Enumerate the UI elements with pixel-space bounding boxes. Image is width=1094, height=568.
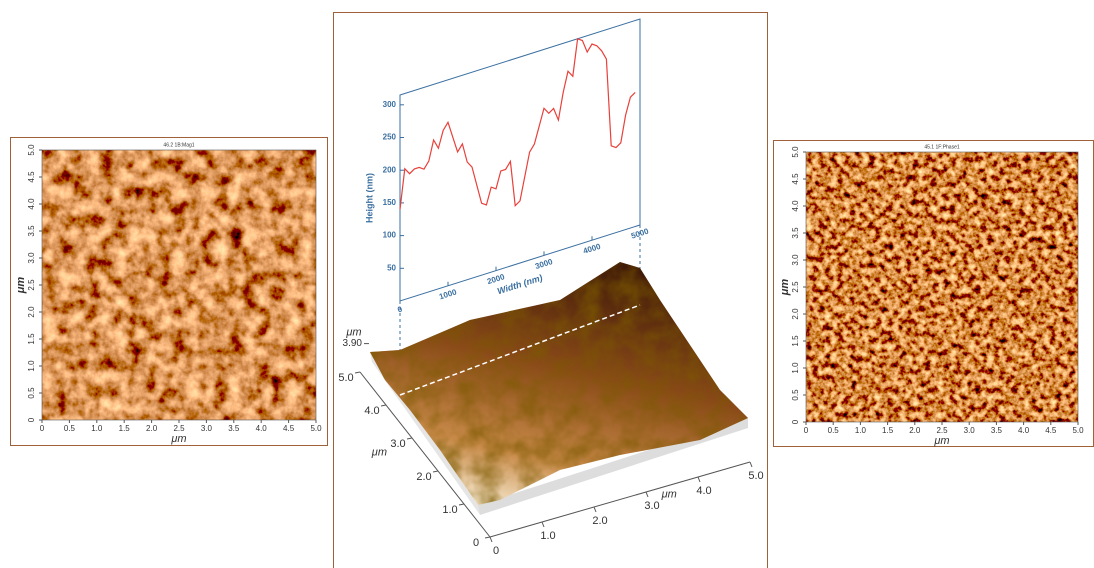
x-tick-label: 0 (804, 426, 809, 435)
x-tick-label: 0.5 (64, 424, 76, 433)
x-tick-label: 4000 (582, 242, 602, 256)
y-tick-label: 3.5 (791, 227, 800, 239)
image-title: 46.2 1B:Mag1 (163, 142, 194, 148)
x-tick (542, 522, 544, 527)
y-tick-label: 1.0 (791, 362, 800, 374)
y-axis-label: μm (779, 279, 791, 297)
x-tick-label: 3.5 (228, 424, 240, 433)
x-tick-label: 1000 (438, 287, 458, 301)
x-tick-label: 2.0 (146, 424, 158, 433)
y-tick-label: 2.0 (416, 471, 431, 483)
x-tick-label: 5.0 (748, 470, 763, 482)
y-tick-label: 250 (383, 133, 397, 142)
x-tick-label: 1.0 (855, 426, 867, 435)
y-tick-label: 0 (791, 419, 800, 424)
x-tick-label: 3.0 (201, 424, 213, 433)
y-tick-label: 3.0 (791, 254, 800, 266)
y-tick-label: 0.5 (791, 389, 800, 401)
y-tick-label: 100 (383, 231, 397, 240)
x-tick-label: 4.5 (1045, 426, 1057, 435)
y-tick-label: 2.0 (27, 306, 36, 318)
x-tick-label: 1.0 (91, 424, 103, 433)
x-tick-label: 3.0 (644, 500, 659, 512)
x-tick-label: 5.0 (1072, 426, 1084, 435)
y-tick-label: 5.0 (338, 372, 353, 384)
x-tick-label: 3000 (534, 257, 554, 271)
y-tick-label: 200 (383, 165, 397, 174)
x-axis-label: μm (170, 433, 186, 445)
y-tick-label: 300 (383, 100, 397, 109)
x-axis-label: μm (933, 435, 949, 447)
y-tick-label: 0 (27, 417, 36, 422)
y-axis-label: Height (nm) (364, 173, 374, 223)
afm-image (42, 150, 316, 420)
x-tick-label: 4.0 (1018, 426, 1030, 435)
x-tick (698, 477, 700, 482)
x-tick-label: 2.0 (592, 515, 607, 527)
x-tick-label: 2.0 (909, 426, 921, 435)
y-tick-label: 2.5 (791, 281, 800, 293)
y-tick-label: 4.0 (791, 200, 800, 212)
y-tick (433, 471, 438, 472)
z-tick-label: 3.90 (343, 338, 363, 349)
x-tick-label: 0 (493, 545, 499, 557)
x-tick-label: 3.0 (964, 426, 976, 435)
y-tick-label: 4.5 (27, 171, 36, 183)
surface-texture (370, 262, 748, 505)
x-tick-label: 1.0 (540, 530, 555, 542)
y-tick-label: 3.0 (390, 438, 405, 450)
x-tick (594, 507, 596, 512)
y-tick (407, 438, 412, 439)
y-axis-label: μm (15, 277, 27, 295)
x-tick-label: 2.5 (936, 426, 948, 435)
y-tick-label: 0.5 (27, 387, 36, 399)
y-tick (485, 537, 490, 538)
y-tick-label: 5.0 (791, 146, 800, 158)
y-tick-label: 2.5 (27, 279, 36, 291)
image-title: 45.1 1F:Phase1 (924, 144, 960, 150)
y-tick (355, 372, 360, 373)
y-tick-label: 3.5 (27, 225, 36, 237)
x-tick-label: 2.5 (173, 424, 185, 433)
y-tick-label: 150 (383, 198, 397, 207)
z-axis-label: μm (345, 327, 361, 339)
y-tick (381, 405, 386, 406)
x-tick-label: 1.5 (882, 426, 894, 435)
y-tick-label: 1.5 (791, 335, 800, 347)
x-tick-label: 0.5 (828, 426, 840, 435)
y-tick-label: 50 (387, 263, 396, 272)
x-tick-label: 4.0 (256, 424, 268, 433)
profile-line (400, 39, 635, 210)
x-tick-label: 5.0 (310, 424, 322, 433)
x-tick-label: 1.5 (119, 424, 131, 433)
x-tick (490, 537, 492, 542)
x-tick-label: 3.5 (991, 426, 1003, 435)
y-axis-label: μm (371, 447, 387, 459)
x-tick-label: 0 (40, 424, 45, 433)
x-tick (646, 492, 648, 497)
x-tick (750, 462, 752, 467)
afm-image (806, 152, 1078, 422)
plot-frame (400, 19, 640, 301)
y-tick-label: 5.0 (27, 144, 36, 156)
x-axis-label: μm (661, 488, 677, 500)
y-tick-label: 1.0 (27, 360, 36, 372)
figure: 46.2 1B:Mag1 0 0.5 1.0 1.5 2.0 2.5 3.0 3.5 4.0 4.5… (0, 0, 1094, 568)
x-tick-label: 4.0 (696, 485, 711, 497)
chart-layer: 46.2 1B:Mag1 0 0.5 1.0 1.5 2.0 2.5 3.0 3.5 4.0 4.5… (15, 19, 1084, 557)
x-tick-label: 4.5 (283, 424, 295, 433)
y-tick-label: 1.5 (27, 333, 36, 345)
y-tick-label: 0 (473, 537, 479, 549)
y-tick-label: 2.0 (791, 308, 800, 320)
y-tick-label: 1.0 (442, 504, 457, 516)
y-tick-label: 4.0 (27, 198, 36, 210)
y-tick-label: 3.0 (27, 252, 36, 264)
y-tick-label: 4.0 (364, 405, 379, 417)
y-tick (459, 504, 464, 505)
y-tick-label: 4.5 (791, 173, 800, 185)
